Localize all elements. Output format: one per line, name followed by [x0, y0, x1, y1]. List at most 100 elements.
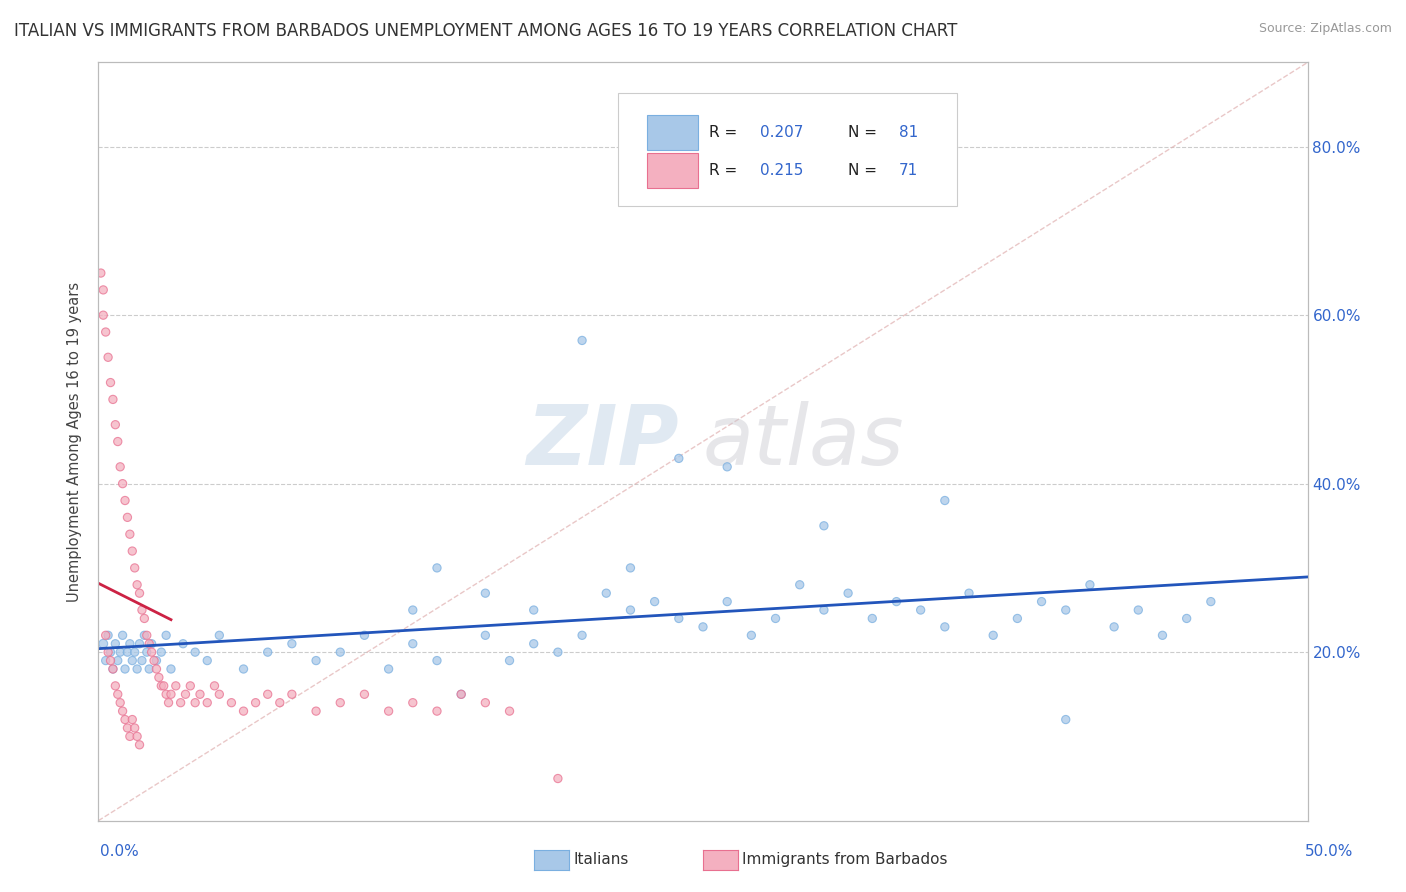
Point: [124, 721, 146, 735]
Point: [135, 628, 157, 642]
Point: [195, 654, 218, 668]
Point: [619, 561, 641, 575]
Point: [813, 518, 835, 533]
Point: [118, 637, 141, 651]
Point: [160, 662, 183, 676]
Point: [135, 645, 157, 659]
Point: [426, 704, 449, 718]
Point: [934, 493, 956, 508]
Point: [1007, 611, 1029, 625]
Point: [127, 730, 149, 744]
Text: 81: 81: [898, 125, 918, 140]
Point: [377, 704, 399, 718]
Point: [789, 578, 811, 592]
Point: [91, 283, 114, 297]
Text: R =: R =: [709, 125, 742, 140]
Point: [117, 510, 139, 524]
Point: [208, 687, 231, 701]
Text: N =: N =: [848, 162, 882, 178]
Point: [426, 654, 449, 668]
Point: [111, 476, 134, 491]
Point: [174, 687, 197, 701]
Point: [179, 679, 201, 693]
Point: [716, 594, 738, 608]
Point: [97, 351, 120, 365]
Point: [523, 637, 546, 651]
Point: [426, 561, 449, 575]
Text: 71: 71: [898, 162, 918, 178]
FancyBboxPatch shape: [647, 153, 699, 188]
Point: [716, 459, 738, 474]
Point: [108, 645, 131, 659]
Point: [134, 611, 156, 625]
Text: ZIP: ZIP: [526, 401, 679, 482]
Text: 0.207: 0.207: [759, 125, 803, 140]
Point: [111, 628, 134, 642]
Text: Italians: Italians: [574, 853, 628, 867]
Point: [329, 696, 352, 710]
Text: Immigrants from Barbados: Immigrants from Barbados: [742, 853, 948, 867]
Point: [1102, 620, 1125, 634]
Point: [269, 696, 291, 710]
Point: [169, 696, 191, 710]
FancyBboxPatch shape: [619, 93, 957, 207]
Point: [104, 417, 127, 432]
Point: [547, 772, 569, 786]
Point: [1175, 611, 1198, 625]
Point: [94, 654, 117, 668]
Point: [329, 645, 352, 659]
Point: [305, 704, 328, 718]
Point: [402, 637, 425, 651]
Point: [474, 628, 496, 642]
Point: [155, 687, 177, 701]
Point: [107, 687, 129, 701]
Point: [127, 578, 149, 592]
FancyBboxPatch shape: [647, 115, 699, 151]
Point: [547, 645, 569, 659]
Point: [160, 687, 183, 701]
Point: [108, 696, 131, 710]
Point: [128, 637, 150, 651]
Point: [813, 603, 835, 617]
Point: [91, 308, 114, 322]
Point: [256, 645, 278, 659]
Point: [204, 679, 226, 693]
Point: [155, 628, 177, 642]
Point: [100, 376, 122, 390]
Text: atlas: atlas: [703, 401, 904, 482]
Point: [100, 654, 122, 668]
Point: [131, 603, 153, 617]
Y-axis label: Unemployment Among Ages 16 to 19 years: Unemployment Among Ages 16 to 19 years: [67, 282, 83, 601]
Point: [108, 459, 131, 474]
Point: [101, 662, 124, 676]
Point: [1054, 603, 1077, 617]
Point: [172, 637, 194, 651]
Point: [765, 611, 787, 625]
Point: [1199, 594, 1222, 608]
Point: [101, 392, 124, 407]
Text: 0.215: 0.215: [759, 162, 803, 178]
Point: [121, 544, 143, 558]
Point: [117, 645, 139, 659]
Point: [100, 645, 122, 659]
Point: [1128, 603, 1150, 617]
Point: [128, 738, 150, 752]
Point: [141, 637, 163, 651]
Point: [97, 628, 120, 642]
Point: [256, 687, 278, 701]
Point: [957, 586, 980, 600]
Point: [353, 687, 375, 701]
Point: [141, 645, 163, 659]
Point: [644, 594, 666, 608]
Point: [1078, 578, 1101, 592]
Point: [107, 434, 129, 449]
Point: [860, 611, 883, 625]
Point: [692, 620, 714, 634]
Point: [128, 586, 150, 600]
Point: [121, 713, 143, 727]
Point: [195, 696, 218, 710]
Point: [114, 713, 136, 727]
Point: [111, 704, 134, 718]
Point: [523, 603, 546, 617]
Point: [377, 662, 399, 676]
